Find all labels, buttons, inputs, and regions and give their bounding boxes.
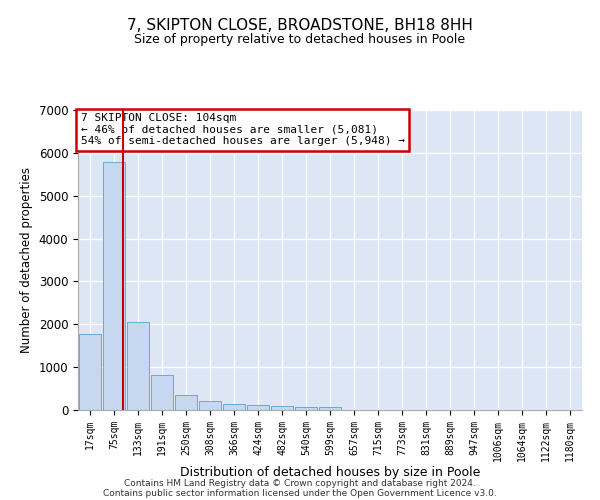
Text: Size of property relative to detached houses in Poole: Size of property relative to detached ho… — [134, 32, 466, 46]
Bar — [199, 402, 221, 410]
Text: 7 SKIPTON CLOSE: 104sqm
← 46% of detached houses are smaller (5,081)
54% of semi: 7 SKIPTON CLOSE: 104sqm ← 46% of detache… — [80, 113, 404, 146]
Bar — [223, 404, 245, 410]
Bar — [127, 322, 149, 410]
Bar — [151, 375, 173, 410]
Text: Contains public sector information licensed under the Open Government Licence v3: Contains public sector information licen… — [103, 488, 497, 498]
Bar — [103, 162, 125, 410]
Y-axis label: Number of detached properties: Number of detached properties — [20, 167, 33, 353]
Bar — [319, 408, 341, 410]
Bar — [175, 396, 197, 410]
Text: 7, SKIPTON CLOSE, BROADSTONE, BH18 8HH: 7, SKIPTON CLOSE, BROADSTONE, BH18 8HH — [127, 18, 473, 32]
Bar — [295, 406, 317, 410]
Bar — [247, 406, 269, 410]
Bar — [271, 406, 293, 410]
X-axis label: Distribution of detached houses by size in Poole: Distribution of detached houses by size … — [180, 466, 480, 479]
Text: Contains HM Land Registry data © Crown copyright and database right 2024.: Contains HM Land Registry data © Crown c… — [124, 478, 476, 488]
Bar — [79, 334, 101, 410]
